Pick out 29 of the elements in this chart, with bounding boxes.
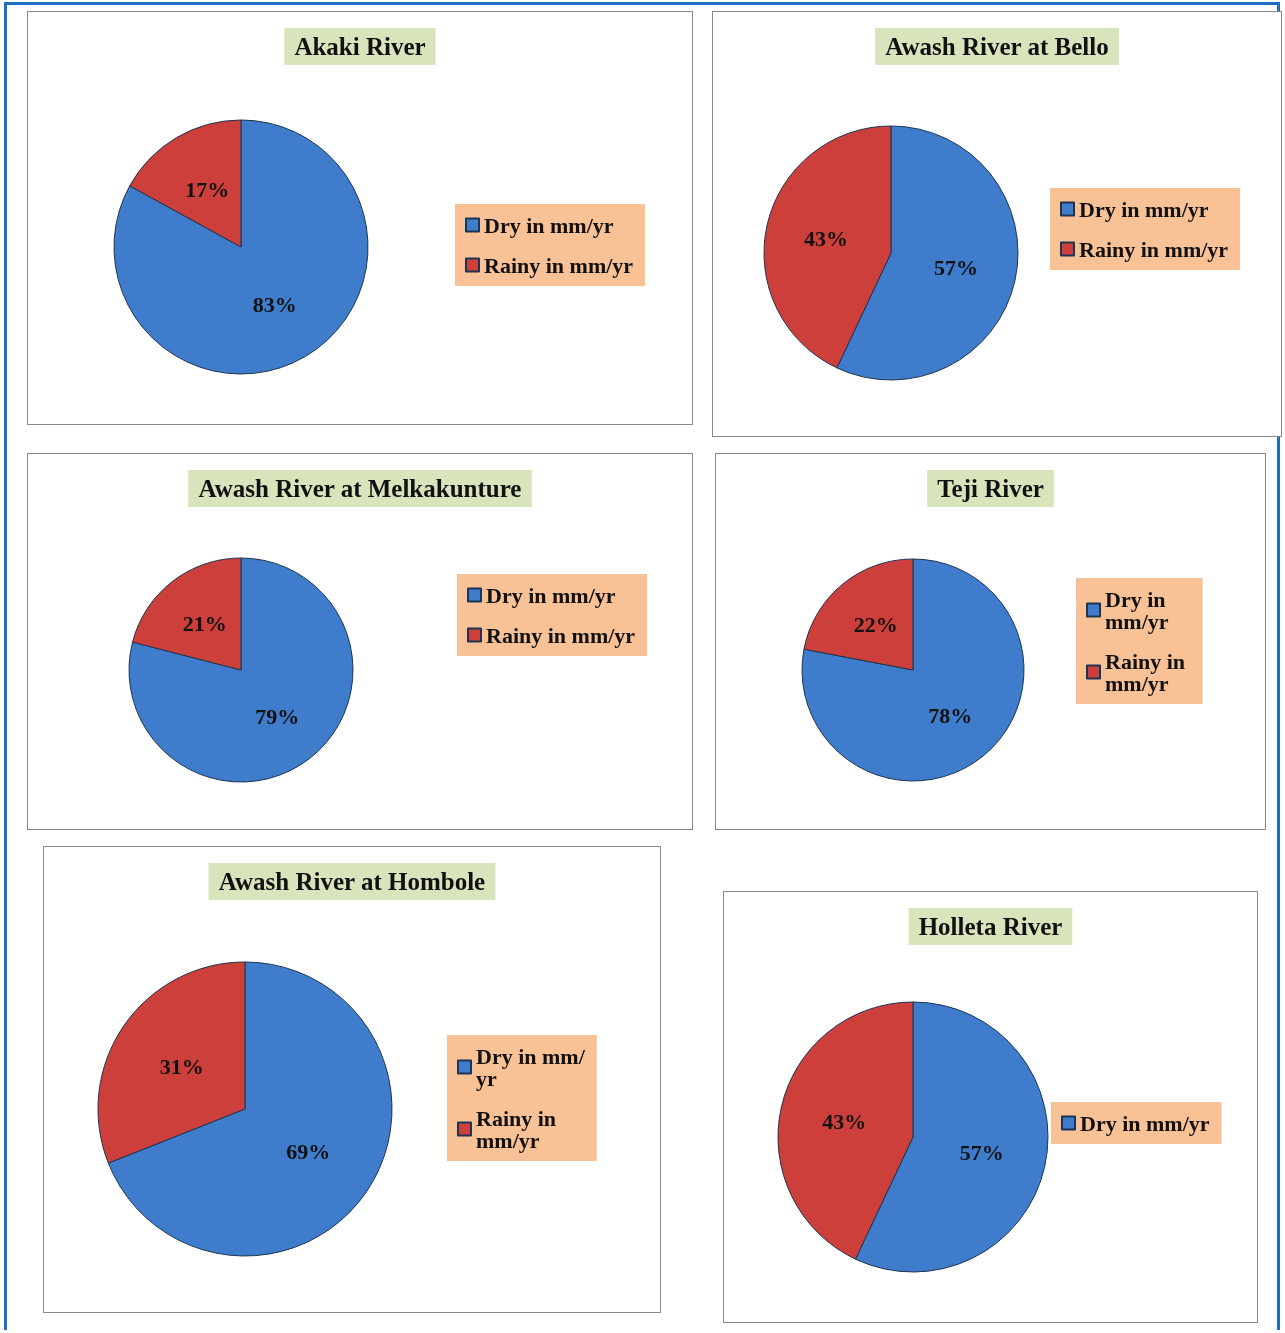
legend-label: Dry in mm/yr <box>486 582 616 608</box>
legend-label: Dry in mm/yr <box>1079 196 1209 222</box>
chart-title: Awash River at Melkakunture <box>198 475 522 502</box>
chart-title: Akaki River <box>294 33 426 60</box>
data-label: 78% <box>928 702 973 728</box>
chart-title: Teji River <box>937 475 1044 502</box>
data-label: 79% <box>255 704 300 730</box>
data-label: 43% <box>822 1109 867 1135</box>
legend-label: Dry in mm/yr <box>1080 1110 1210 1136</box>
chart-title: Awash River at Bello <box>885 33 1109 60</box>
data-label: 31% <box>159 1053 204 1079</box>
data-label: 21% <box>182 610 227 636</box>
data-label: 83% <box>252 291 297 317</box>
data-label: 57% <box>933 255 978 281</box>
data-label: 69% <box>286 1139 331 1165</box>
chart-title: Holleta River <box>918 913 1063 940</box>
legend-label: Rainy in mm/yr <box>1105 648 1191 696</box>
legend-label: Dry in mm/yr <box>484 212 614 238</box>
legend-label: Dry in mm/yr <box>1105 586 1171 634</box>
legend-label: Rainy in mm/yr <box>486 622 636 648</box>
data-label: 17% <box>185 177 230 203</box>
data-label: 57% <box>959 1139 1004 1165</box>
data-label: 43% <box>804 225 849 251</box>
legend-label: Dry in mm/yr <box>476 1043 586 1091</box>
legend-label: Rainy in mm/yr <box>476 1105 562 1153</box>
legend-label: Rainy in mm/yr <box>1079 236 1229 262</box>
chart-title: Awash River at Hombole <box>218 868 486 895</box>
legend-label: Rainy in mm/yr <box>484 252 634 278</box>
data-label: 22% <box>853 612 898 638</box>
